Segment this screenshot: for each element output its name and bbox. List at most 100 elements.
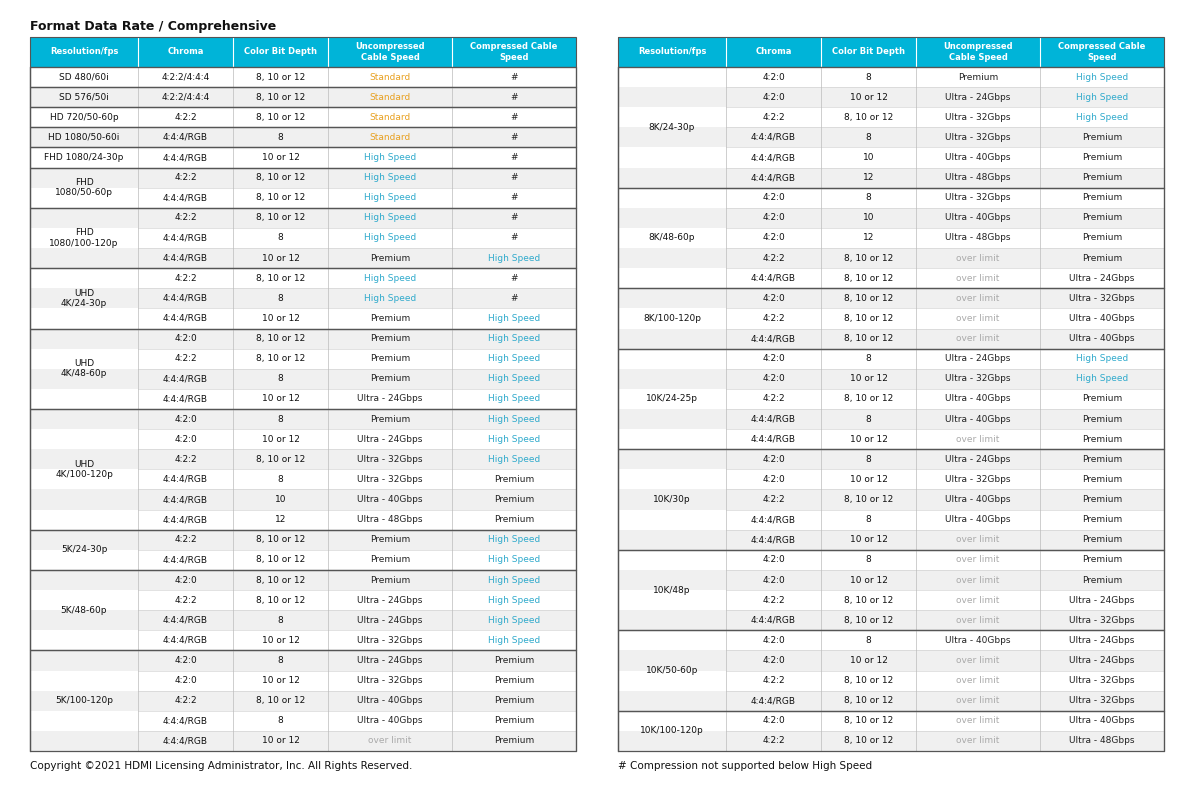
Text: High Speed: High Speed bbox=[488, 636, 540, 645]
Text: UHD
4K/100-120p: UHD 4K/100-120p bbox=[55, 460, 113, 479]
Text: Premium: Premium bbox=[494, 717, 534, 725]
Text: 4:2:2/4:4:4: 4:2:2/4:4:4 bbox=[162, 73, 210, 81]
Text: 8, 10 or 12: 8, 10 or 12 bbox=[256, 213, 305, 222]
Text: over limit: over limit bbox=[368, 737, 412, 745]
Bar bbox=[30, 409, 576, 429]
Text: over limit: over limit bbox=[956, 696, 1000, 706]
Text: Ultra - 24Gbps: Ultra - 24Gbps bbox=[946, 93, 1010, 101]
Bar bbox=[30, 67, 576, 87]
Text: Chroma: Chroma bbox=[755, 47, 792, 57]
Text: Ultra - 24Gbps: Ultra - 24Gbps bbox=[358, 435, 422, 443]
Text: Premium: Premium bbox=[370, 253, 410, 263]
Text: over limit: over limit bbox=[956, 676, 1000, 685]
Text: over limit: over limit bbox=[956, 435, 1000, 443]
Text: Ultra - 24Gbps: Ultra - 24Gbps bbox=[946, 455, 1010, 463]
Text: 4:2:0: 4:2:0 bbox=[762, 233, 785, 243]
Text: 4:4:4/RGB: 4:4:4/RGB bbox=[751, 274, 796, 283]
Text: Ultra - 48Gbps: Ultra - 48Gbps bbox=[946, 173, 1010, 182]
Text: 4:2:2: 4:2:2 bbox=[174, 455, 197, 463]
Bar bbox=[618, 510, 1164, 530]
Text: 8: 8 bbox=[277, 656, 283, 665]
Text: 8, 10 or 12: 8, 10 or 12 bbox=[256, 93, 305, 101]
Text: Ultra - 32Gbps: Ultra - 32Gbps bbox=[1069, 696, 1135, 706]
Text: 5K/24-30p: 5K/24-30p bbox=[61, 546, 107, 555]
Text: 10 or 12: 10 or 12 bbox=[262, 636, 300, 645]
Text: 10 or 12: 10 or 12 bbox=[262, 395, 300, 403]
Text: Ultra - 24Gbps: Ultra - 24Gbps bbox=[1069, 274, 1135, 283]
Text: #: # bbox=[510, 233, 517, 243]
Text: Premium: Premium bbox=[494, 495, 534, 504]
Bar bbox=[30, 148, 576, 168]
Text: Ultra - 40Gbps: Ultra - 40Gbps bbox=[946, 515, 1010, 524]
Text: High Speed: High Speed bbox=[488, 395, 540, 403]
Text: 4:2:2: 4:2:2 bbox=[762, 495, 785, 504]
Text: Premium: Premium bbox=[370, 415, 410, 423]
Text: Ultra - 40Gbps: Ultra - 40Gbps bbox=[946, 213, 1010, 222]
Text: 4:4:4/RGB: 4:4:4/RGB bbox=[751, 435, 796, 443]
Bar bbox=[618, 690, 1164, 711]
Bar bbox=[618, 630, 1164, 650]
Text: 4:2:0: 4:2:0 bbox=[762, 717, 785, 725]
Text: High Speed: High Speed bbox=[1076, 113, 1128, 121]
Bar bbox=[618, 67, 1164, 188]
Text: 8: 8 bbox=[865, 354, 871, 364]
Text: Resolution/fps: Resolution/fps bbox=[638, 47, 706, 57]
Bar bbox=[618, 308, 1164, 328]
Text: 10 or 12: 10 or 12 bbox=[262, 676, 300, 685]
Text: Standard: Standard bbox=[370, 73, 410, 81]
Text: 10 or 12: 10 or 12 bbox=[262, 435, 300, 443]
Text: #: # bbox=[510, 93, 517, 101]
Text: Premium: Premium bbox=[1082, 395, 1122, 403]
Text: Ultra - 40Gbps: Ultra - 40Gbps bbox=[946, 153, 1010, 162]
Text: # Compression not supported below High Speed: # Compression not supported below High S… bbox=[618, 761, 872, 771]
Bar bbox=[30, 348, 576, 369]
Text: 4:2:2: 4:2:2 bbox=[174, 274, 197, 283]
Text: over limit: over limit bbox=[956, 253, 1000, 263]
Bar bbox=[30, 288, 576, 308]
Bar bbox=[618, 389, 1164, 409]
Bar bbox=[30, 328, 576, 348]
Text: 4:4:4/RGB: 4:4:4/RGB bbox=[163, 555, 208, 564]
Bar bbox=[30, 168, 576, 208]
Bar bbox=[618, 248, 1164, 268]
Text: #: # bbox=[510, 73, 517, 81]
Text: Ultra - 40Gbps: Ultra - 40Gbps bbox=[946, 636, 1010, 645]
Text: 4:2:0: 4:2:0 bbox=[762, 636, 785, 645]
Text: 8, 10 or 12: 8, 10 or 12 bbox=[844, 274, 893, 283]
Bar bbox=[618, 288, 1164, 348]
Text: 8, 10 or 12: 8, 10 or 12 bbox=[844, 334, 893, 343]
Text: 10 or 12: 10 or 12 bbox=[850, 656, 888, 665]
Bar bbox=[30, 690, 576, 711]
Text: High Speed: High Speed bbox=[364, 213, 416, 222]
Text: Ultra - 48Gbps: Ultra - 48Gbps bbox=[358, 515, 422, 524]
Text: over limit: over limit bbox=[956, 656, 1000, 665]
Bar bbox=[618, 731, 1164, 751]
Text: Ultra - 40Gbps: Ultra - 40Gbps bbox=[358, 696, 422, 706]
Text: Premium: Premium bbox=[1082, 575, 1122, 585]
Text: High Speed: High Speed bbox=[488, 575, 540, 585]
Text: SD 480/60i: SD 480/60i bbox=[59, 73, 109, 81]
Text: 8, 10 or 12: 8, 10 or 12 bbox=[844, 737, 893, 745]
Text: High Speed: High Speed bbox=[364, 233, 416, 243]
Bar bbox=[30, 127, 576, 148]
Bar bbox=[618, 67, 1164, 87]
Bar bbox=[30, 469, 576, 490]
Text: 8: 8 bbox=[277, 717, 283, 725]
Bar bbox=[30, 670, 576, 690]
Text: Ultra - 24Gbps: Ultra - 24Gbps bbox=[1069, 595, 1135, 605]
Bar bbox=[618, 37, 1164, 67]
Text: 4:2:2: 4:2:2 bbox=[762, 676, 785, 685]
Text: High Speed: High Speed bbox=[488, 616, 540, 625]
Text: 10: 10 bbox=[863, 153, 875, 162]
Text: 8, 10 or 12: 8, 10 or 12 bbox=[844, 717, 893, 725]
Text: over limit: over limit bbox=[956, 717, 1000, 725]
Text: Premium: Premium bbox=[1082, 173, 1122, 182]
Text: #: # bbox=[510, 274, 517, 283]
Text: 4:2:0: 4:2:0 bbox=[762, 213, 785, 222]
Text: 10 or 12: 10 or 12 bbox=[262, 253, 300, 263]
Bar bbox=[30, 208, 576, 228]
Text: 4:4:4/RGB: 4:4:4/RGB bbox=[751, 334, 796, 343]
Bar bbox=[30, 530, 576, 570]
Text: 4:2:0: 4:2:0 bbox=[762, 555, 785, 564]
Text: 8K/100-120p: 8K/100-120p bbox=[643, 314, 701, 323]
